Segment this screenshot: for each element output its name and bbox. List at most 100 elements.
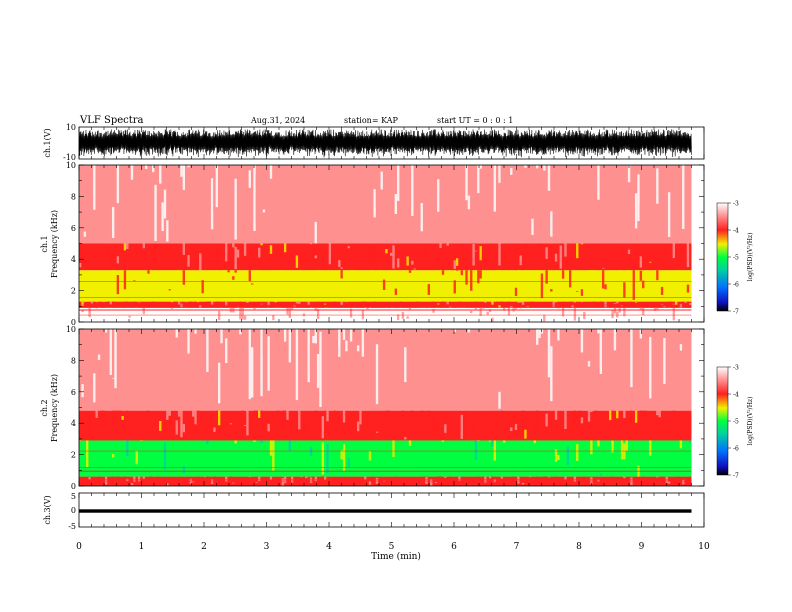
- ch1-spectrogram-streak: [307, 301, 310, 305]
- ch1-spectrogram-streak: [514, 287, 518, 297]
- ch1-spectrogram-streak: [437, 179, 440, 212]
- ch1-spectrogram-streak: [149, 302, 153, 307]
- ch2-spectrogram-streak: [335, 440, 339, 446]
- ch1-spectrogram-streak: [519, 301, 522, 303]
- ch2-spectrogram-streak: [462, 412, 466, 426]
- ch2-spectrogram-streak: [321, 476, 324, 478]
- ch1-spectrogram-streak: [137, 165, 141, 181]
- ch2-spectrogram-streak: [545, 351, 548, 399]
- ch2-spectrogram-streak: [528, 476, 532, 478]
- ch1-spectrogram-streak: [531, 218, 534, 235]
- ch2-spectrogram-streak: [620, 440, 624, 460]
- ch2-spectrogram-streak: [510, 427, 513, 432]
- ch1-spectrogram-streak: [227, 253, 230, 262]
- ch2-spectrogram-streak: [260, 329, 263, 397]
- ch2-spectrogram-streak: [307, 417, 310, 431]
- ch2-spectrogram-streak: [342, 444, 346, 471]
- ch2-spectrogram-streak: [253, 480, 256, 483]
- ch1-spectrogram-streak: [571, 305, 574, 308]
- ch1-spectrogram-ytick-label: 6: [71, 224, 76, 233]
- time-axis-tick-label: 3: [264, 542, 270, 552]
- ch2-spectrogram-streak: [488, 476, 492, 479]
- ch1-spectrogram-streak: [371, 270, 374, 292]
- ch1-spectrogram-streak: [684, 170, 687, 220]
- ch1-spectrogram-streak: [180, 252, 183, 257]
- ch1-spectrogram-streak: [345, 301, 348, 303]
- time-axis-tick-labels: 0 1 2 3 4 5 6 7 8 9 10: [76, 542, 710, 552]
- ch2-spectrogram-streak: [606, 448, 610, 456]
- ch2-spectrogram-streak: [213, 440, 216, 473]
- ch2-spectrogram-streak: [140, 479, 143, 481]
- ch1-spectrogram-streak: [611, 309, 614, 319]
- ch1-spectrogram-streak: [185, 165, 188, 177]
- ch1-spectrogram-streak: [620, 165, 624, 189]
- ch1-spectrogram-streak: [206, 301, 209, 303]
- ch1-spectrogram-streak: [411, 260, 414, 265]
- ch2-spectrogram-streak: [305, 476, 308, 479]
- ch1-spectrogram-streak: [123, 270, 127, 290]
- ch2-spectrogram-streak: [121, 416, 124, 420]
- ch1-spectrogram-streak: [298, 301, 301, 304]
- ch2-spectrogram-ytick-label: 10: [66, 325, 76, 334]
- ch1-spectrogram-streak: [182, 270, 186, 285]
- ch1-spectrogram-streak: [250, 243, 254, 255]
- ch1-spectrogram-streak: [196, 290, 200, 293]
- ch2-spectrogram-streak: [100, 410, 103, 420]
- ch1-spectrogram-streak: [262, 256, 266, 258]
- ch2-spectrogram-streak: [307, 464, 310, 470]
- ch2-spectrogram-streak: [616, 410, 619, 419]
- ch1-spectrogram-streak: [397, 165, 400, 201]
- time-axis-tick-label: 6: [451, 542, 457, 552]
- ch2-spectrogram-streak: [177, 410, 181, 417]
- ch1-colorbar-label: log(PSD)(V²/Hz): [747, 233, 754, 282]
- ch1-spectrogram-streak: [533, 270, 537, 271]
- ch2-spectrogram-streak: [677, 347, 680, 366]
- ch2-spectrogram-streak: [312, 476, 315, 480]
- ch1-spectrogram-streak: [439, 243, 442, 249]
- ch1-spectrogram-ytick-label: 10: [66, 161, 76, 170]
- ch2-spectrogram-streak: [241, 477, 244, 484]
- ch1-spectrogram-streak: [265, 283, 268, 297]
- ch1-spectrogram-streak: [616, 301, 619, 304]
- ch1-spectrogram-streak: [293, 305, 296, 307]
- ch2-spectrogram-streak: [163, 414, 167, 417]
- ch1-spectrogram-streak: [109, 256, 112, 264]
- ch2-spectrogram-streak: [514, 424, 518, 430]
- ch1-spectrogram-streak: [267, 301, 270, 306]
- ch1-spectrogram-streak: [314, 255, 317, 259]
- ch1-spectrogram-streak: [623, 307, 626, 317]
- ch2-spectrogram-streak: [345, 340, 348, 352]
- ch2-spectrogram-streak: [430, 329, 433, 344]
- ch1-spectrogram-streak: [646, 275, 650, 281]
- ch1-spectrogram-ytick-label: 0: [71, 318, 76, 327]
- ch1-spectrogram-streak: [255, 270, 259, 283]
- ch2-spectrogram-streak: [239, 329, 242, 335]
- ch2-spectrogram-streak: [227, 483, 230, 486]
- ch2-spectrogram-streak: [533, 421, 537, 435]
- ch2-spectrogram-streak: [634, 481, 638, 486]
- date-label: Aug.31, 2024: [250, 116, 305, 125]
- ch2-spectrogram-streak: [656, 476, 659, 478]
- ch2-spectrogram-streak: [663, 338, 666, 384]
- ch1-spectrogram-streak: [399, 307, 402, 321]
- ch1-spectrogram-streak: [385, 249, 388, 254]
- ch1-spectrogram-streak: [364, 301, 367, 303]
- ch1-spectrogram-streak: [217, 301, 221, 303]
- ch2-spectrogram-streak: [243, 440, 247, 447]
- time-axis-tick-label: 0: [76, 542, 82, 552]
- ch1-spectrogram-ytick-label: 2: [71, 287, 76, 296]
- ch2-spectrogram-streak: [682, 425, 685, 435]
- ch2-spectrogram-streak: [491, 476, 494, 478]
- ch2-spectrogram-streak: [168, 410, 171, 416]
- ch1-spectrogram-streak: [104, 243, 108, 246]
- ch1-spectrogram-streak: [479, 270, 482, 279]
- ch2-spectrogram-streak: [305, 421, 308, 430]
- ch2-spectrogram-ytick-label: 0: [71, 482, 76, 491]
- ch1-spectrogram-streak: [404, 165, 407, 188]
- ch1-spectrogram-streak: [639, 256, 643, 268]
- ch2-spectrogram-streak: [521, 482, 525, 485]
- ch1-spectrogram-streak: [609, 313, 612, 315]
- ch2-spectrogram-ytick-label: 6: [71, 388, 76, 397]
- ch2-spectrogram-streak: [194, 410, 197, 425]
